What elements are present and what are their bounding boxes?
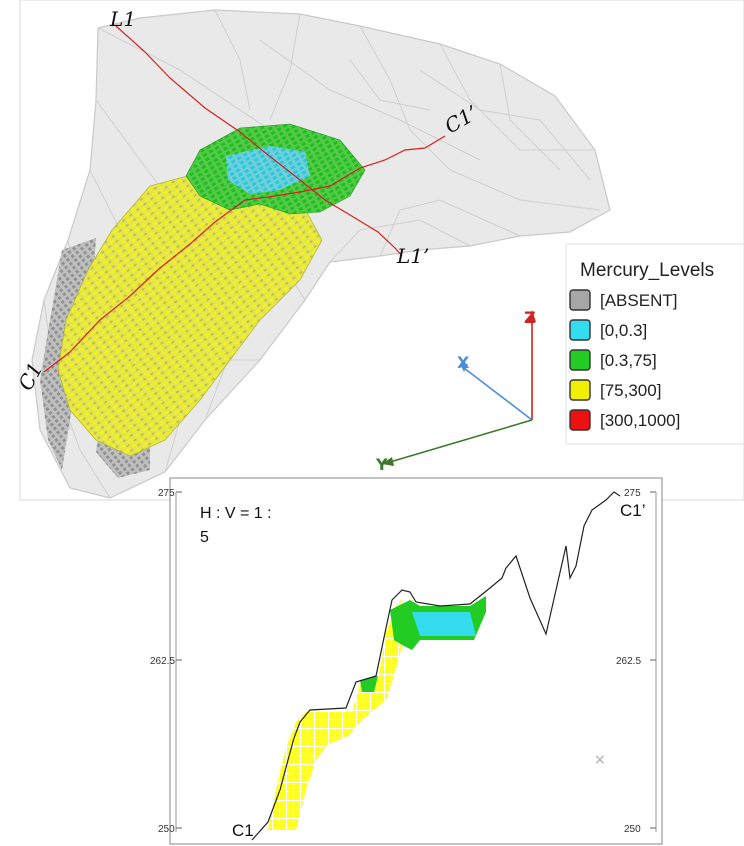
section-marker: ×	[594, 752, 606, 768]
legend-label: [0.3,75]	[600, 351, 657, 370]
axis-y-line	[389, 419, 533, 463]
legend-swatch	[569, 409, 591, 431]
scale-ratio-line2: 5	[200, 529, 209, 546]
section-voxels-75-300	[268, 600, 410, 830]
legend-label: [75,300]	[600, 381, 661, 400]
label-l1-start: L1	[109, 7, 136, 31]
legend-label: [0,0.3]	[600, 321, 647, 340]
axis-x-arrow	[460, 364, 468, 372]
legend-swatch	[569, 349, 591, 371]
tick-right-250: 250	[624, 824, 641, 835]
section-voxels-0-0.3	[412, 612, 476, 636]
legend-label: [300,1000]	[600, 411, 680, 430]
section-line-l1	[115, 25, 403, 257]
tick-left-275: 275	[158, 488, 175, 499]
voxels-0-0.3	[226, 146, 310, 194]
axes-triad: Z X Y	[375, 308, 536, 474]
tick-left-250: 250	[158, 824, 175, 835]
legend-label: [ABSENT]	[600, 291, 677, 310]
label-l1-end: L1’	[396, 244, 429, 268]
section-frame	[169, 477, 663, 845]
scale-ratio-line1: H : V = 1 :	[200, 505, 272, 522]
tick-right-275: 275	[624, 488, 641, 499]
legend-swatch	[569, 289, 591, 311]
axis-y-arrow	[382, 457, 394, 466]
section-line-c1	[43, 135, 446, 373]
section-profile-line	[251, 491, 621, 841]
cross-section-panel: 275 262.5 250 275 262.5 250 H : V = 1 : …	[150, 477, 663, 845]
axis-x-line	[463, 367, 533, 421]
legend-box	[565, 243, 744, 445]
legend-swatch	[569, 319, 591, 341]
legend-title: Mercury_Levels	[580, 260, 714, 281]
axis-z-arrow	[528, 310, 536, 322]
axis-y-label: Y	[375, 455, 388, 474]
tick-right-262: 262.5	[616, 656, 641, 667]
section-label-start: C1	[232, 821, 254, 840]
section-label-end: C1’	[620, 501, 646, 520]
axis-z-label: Z	[524, 308, 536, 327]
legend-items: [ABSENT] [0,0.3] [0.3,75] [75,300] [300,1000…	[569, 289, 680, 431]
axis-x-label: X	[457, 353, 470, 372]
tick-left-262: 262.5	[150, 656, 175, 667]
legend: Mercury_Levels [ABSENT] [0,0.3] [0.3,75] [7…	[565, 243, 744, 445]
legend-swatch	[569, 379, 591, 401]
